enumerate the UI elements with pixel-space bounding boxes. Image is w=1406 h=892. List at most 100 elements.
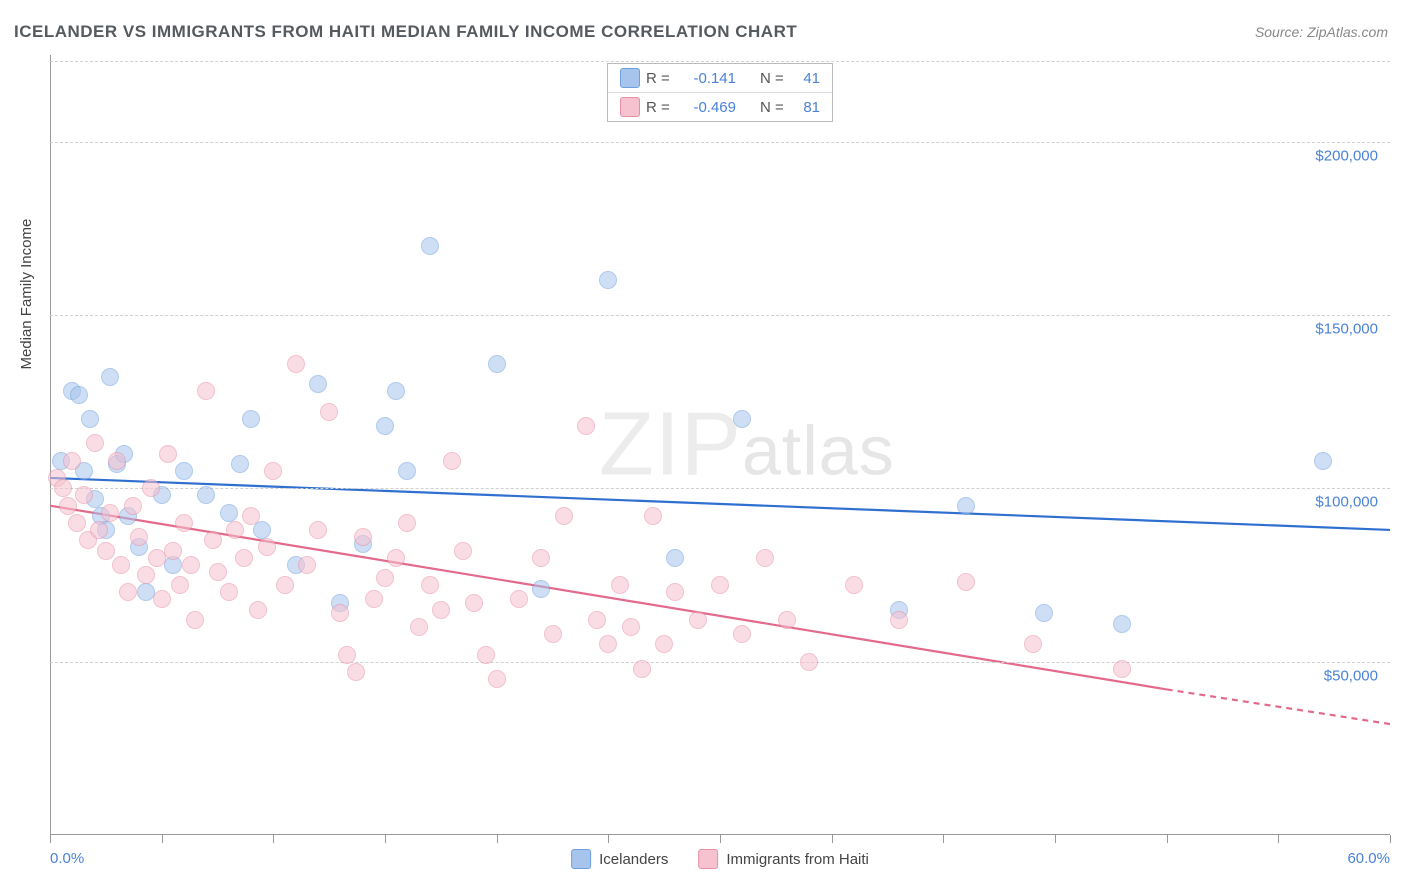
y-tick-label: $150,000 bbox=[1315, 321, 1378, 338]
x-tick bbox=[50, 835, 51, 843]
y-axis-label: Median Family Income bbox=[18, 219, 35, 370]
scatter-point-pink bbox=[465, 594, 483, 612]
scatter-point-pink bbox=[331, 604, 349, 622]
scatter-point-pink bbox=[1024, 635, 1042, 653]
scatter-point-pink bbox=[711, 576, 729, 594]
scatter-point-blue bbox=[421, 237, 439, 255]
trend-line bbox=[1167, 689, 1390, 724]
scatter-point-blue bbox=[666, 549, 684, 567]
scatter-point-pink bbox=[398, 514, 416, 532]
scatter-point-pink bbox=[197, 382, 215, 400]
y-gridline bbox=[50, 61, 1390, 62]
y-gridline bbox=[50, 315, 1390, 316]
scatter-point-pink bbox=[644, 507, 662, 525]
scatter-point-pink bbox=[1113, 660, 1131, 678]
scatter-point-blue bbox=[231, 455, 249, 473]
scatter-point-pink bbox=[112, 556, 130, 574]
scatter-point-pink bbox=[354, 528, 372, 546]
scatter-point-blue bbox=[599, 271, 617, 289]
scatter-point-pink bbox=[387, 549, 405, 567]
scatter-point-pink bbox=[477, 646, 495, 664]
y-gridline bbox=[50, 142, 1390, 143]
legend-swatch-pink-icon bbox=[620, 97, 640, 117]
scatter-point-pink bbox=[733, 625, 751, 643]
legend-swatch-blue-icon bbox=[620, 68, 640, 88]
legend-swatch-pink-icon bbox=[698, 849, 718, 869]
scatter-point-pink bbox=[890, 611, 908, 629]
scatter-point-pink bbox=[599, 635, 617, 653]
scatter-point-pink bbox=[309, 521, 327, 539]
scatter-point-pink bbox=[171, 576, 189, 594]
scatter-point-blue bbox=[309, 375, 327, 393]
x-tick bbox=[943, 835, 944, 843]
series-legend: Icelanders Immigrants from Haiti bbox=[571, 849, 869, 869]
scatter-point-pink bbox=[220, 583, 238, 601]
scatter-point-pink bbox=[242, 507, 260, 525]
scatter-point-pink bbox=[175, 514, 193, 532]
scatter-point-pink bbox=[689, 611, 707, 629]
scatter-point-pink bbox=[63, 452, 81, 470]
series-legend-item: Icelanders bbox=[571, 849, 668, 869]
scatter-point-blue bbox=[532, 580, 550, 598]
scatter-point-pink bbox=[204, 531, 222, 549]
y-tick-label: $100,000 bbox=[1315, 494, 1378, 511]
scatter-point-pink bbox=[159, 445, 177, 463]
scatter-point-blue bbox=[1035, 604, 1053, 622]
scatter-point-blue bbox=[81, 410, 99, 428]
scatter-point-pink bbox=[249, 601, 267, 619]
scatter-point-pink bbox=[778, 611, 796, 629]
scatter-point-pink bbox=[532, 549, 550, 567]
scatter-point-blue bbox=[376, 417, 394, 435]
n-label: N = bbox=[760, 99, 788, 116]
scatter-point-pink bbox=[957, 573, 975, 591]
x-tick bbox=[720, 835, 721, 843]
scatter-point-pink bbox=[666, 583, 684, 601]
r-value: -0.141 bbox=[680, 70, 736, 87]
y-tick-label: $200,000 bbox=[1315, 147, 1378, 164]
x-axis-max-label: 60.0% bbox=[1347, 850, 1390, 867]
y-gridline bbox=[50, 488, 1390, 489]
scatter-point-pink bbox=[209, 563, 227, 581]
scatter-point-blue bbox=[733, 410, 751, 428]
x-tick bbox=[1167, 835, 1168, 843]
scatter-point-pink bbox=[320, 403, 338, 421]
scatter-point-pink bbox=[68, 514, 86, 532]
scatter-point-blue bbox=[488, 355, 506, 373]
scatter-point-pink bbox=[298, 556, 316, 574]
scatter-point-pink bbox=[633, 660, 651, 678]
scatter-point-pink bbox=[611, 576, 629, 594]
scatter-point-blue bbox=[398, 462, 416, 480]
scatter-point-pink bbox=[432, 601, 450, 619]
series-legend-label: Icelanders bbox=[599, 851, 668, 868]
x-tick bbox=[1278, 835, 1279, 843]
scatter-point-pink bbox=[137, 566, 155, 584]
scatter-point-pink bbox=[186, 611, 204, 629]
x-tick bbox=[273, 835, 274, 843]
scatter-point-blue bbox=[70, 386, 88, 404]
r-label: R = bbox=[646, 70, 674, 87]
series-legend-item: Immigrants from Haiti bbox=[698, 849, 869, 869]
scatter-point-pink bbox=[75, 486, 93, 504]
scatter-point-pink bbox=[443, 452, 461, 470]
scatter-point-blue bbox=[1314, 452, 1332, 470]
y-tick-label: $50,000 bbox=[1324, 667, 1378, 684]
x-tick bbox=[385, 835, 386, 843]
scatter-point-pink bbox=[108, 452, 126, 470]
x-tick bbox=[1390, 835, 1391, 843]
scatter-point-pink bbox=[153, 590, 171, 608]
watermark: ZIPatlas bbox=[599, 394, 895, 497]
scatter-point-blue bbox=[957, 497, 975, 515]
scatter-point-pink bbox=[544, 625, 562, 643]
scatter-point-pink bbox=[338, 646, 356, 664]
x-tick bbox=[832, 835, 833, 843]
scatter-point-blue bbox=[175, 462, 193, 480]
scatter-point-pink bbox=[226, 521, 244, 539]
scatter-point-pink bbox=[142, 479, 160, 497]
watermark-zip: ZIP bbox=[599, 395, 742, 495]
r-value: -0.469 bbox=[680, 99, 736, 116]
correlation-legend-row: R = -0.469 N = 81 bbox=[608, 93, 832, 121]
r-label: R = bbox=[646, 99, 674, 116]
watermark-atlas: atlas bbox=[742, 412, 895, 490]
correlation-legend: R = -0.141 N = 41 R = -0.469 N = 81 bbox=[607, 63, 833, 122]
scatter-point-pink bbox=[555, 507, 573, 525]
